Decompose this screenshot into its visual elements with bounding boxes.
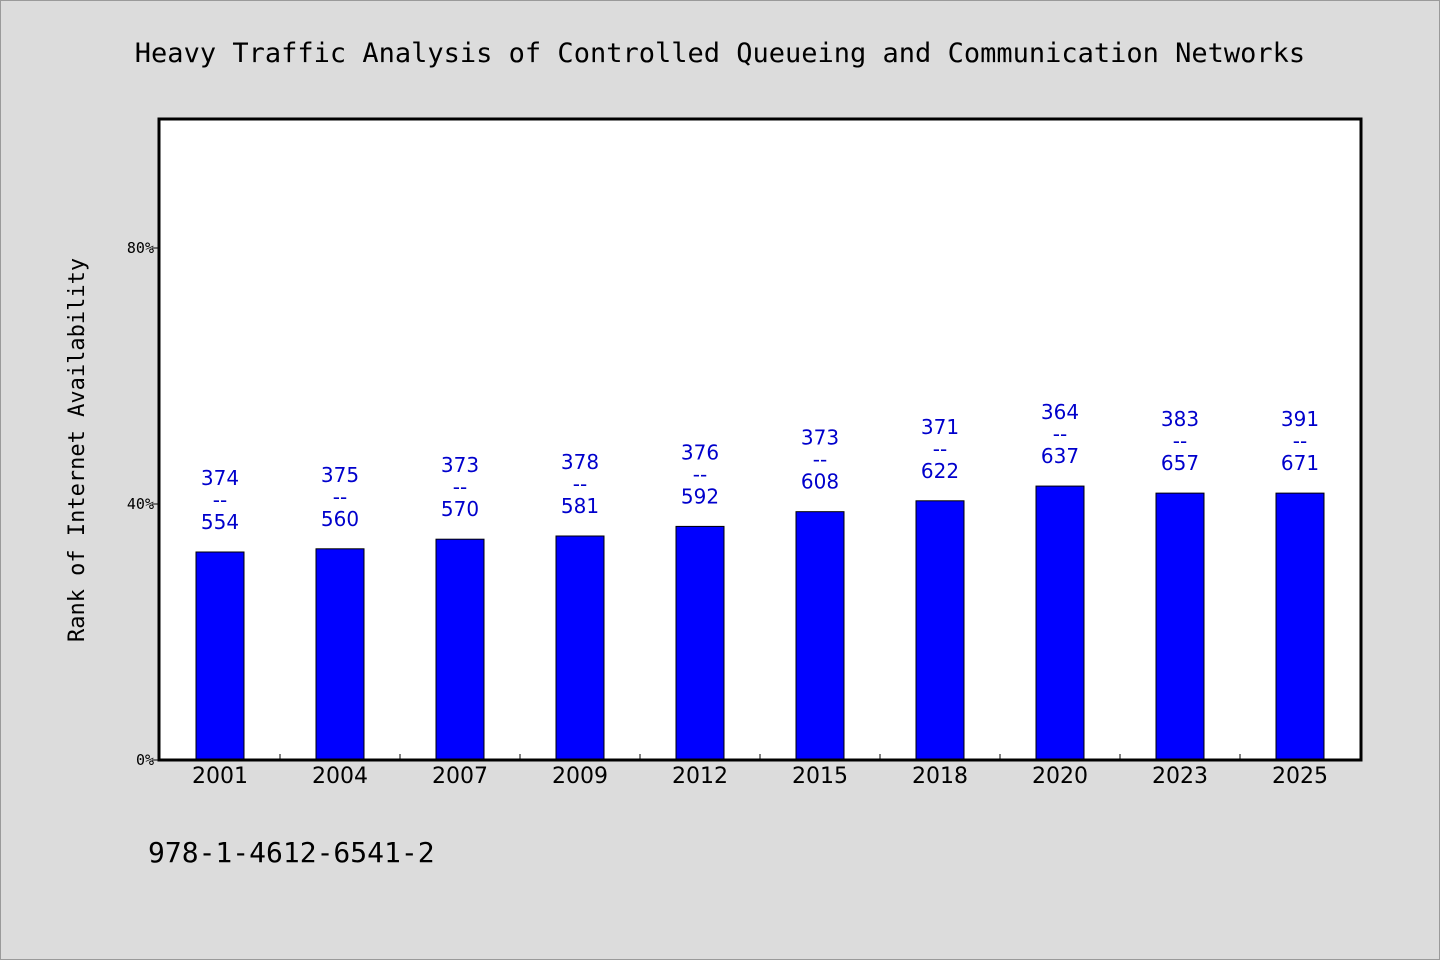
bar-2025: [1275, 492, 1325, 761]
data-label-sep-2012: --: [693, 462, 707, 486]
isbn-footer: 978-1-4612-6541-2: [148, 836, 435, 869]
data-label-bottom-2009: 581: [561, 494, 599, 518]
data-label-sep-2001: --: [213, 488, 227, 512]
data-label-bottom-2018: 622: [921, 459, 959, 483]
data-label-sep-2007: --: [453, 475, 467, 499]
data-label-top-2007: 373: [441, 453, 479, 477]
data-label-bottom-2012: 592: [681, 484, 719, 508]
data-label-bottom-2007: 570: [441, 497, 479, 521]
x-tick-label-2001: 2001: [192, 764, 248, 789]
x-tick-label-2009: 2009: [552, 764, 608, 789]
data-label-bottom-2015: 608: [801, 470, 839, 494]
bar-2018: [915, 500, 965, 761]
data-label-top-2001: 374: [201, 466, 239, 490]
data-label-top-2015: 373: [801, 426, 839, 450]
data-label-sep-2025: --: [1293, 429, 1307, 453]
bars-group: [195, 485, 1325, 761]
data-label-bottom-2004: 560: [321, 507, 359, 531]
data-label-bottom-2025: 671: [1281, 451, 1319, 475]
data-label-bottom-2001: 554: [201, 510, 239, 534]
x-tick-label-2007: 2007: [432, 764, 488, 789]
data-label-top-2018: 371: [921, 415, 959, 439]
data-label-top-2025: 391: [1281, 407, 1319, 431]
data-label-sep-2020: --: [1053, 422, 1067, 446]
data-label-top-2012: 376: [681, 440, 719, 464]
y-axis-ticks: 0% 40% 80%: [127, 239, 160, 769]
x-tick-label-2015: 2015: [792, 764, 848, 789]
x-tick-label-2012: 2012: [672, 764, 728, 789]
x-axis-ticks: 2001 2004 2007 2009 2012 2015 2018 2020 2023 2025: [192, 754, 1328, 789]
bar-2012: [675, 525, 725, 761]
data-label-sep-2015: --: [813, 448, 827, 472]
bar-2020: [1035, 485, 1085, 761]
y-axis-label: Rank of Internet Availability: [65, 258, 90, 642]
y-tick-label: 40%: [127, 495, 154, 513]
data-label-top-2023: 383: [1161, 407, 1199, 431]
bar-2007: [435, 538, 485, 761]
x-tick-label-2020: 2020: [1032, 764, 1088, 789]
data-label-bottom-2020: 637: [1041, 444, 1079, 468]
data-label-top-2009: 378: [561, 450, 599, 474]
chart-title: Heavy Traffic Analysis of Controlled Que…: [135, 38, 1305, 69]
data-label-bottom-2023: 657: [1161, 451, 1199, 475]
data-label-top-2004: 375: [321, 463, 359, 487]
data-label-sep-2009: --: [573, 472, 587, 496]
bar-2009: [555, 535, 605, 761]
x-tick-label-2023: 2023: [1152, 764, 1208, 789]
bar-2023: [1155, 492, 1205, 761]
data-label-sep-2018: --: [933, 437, 947, 461]
data-label-top-2020: 364: [1041, 400, 1079, 424]
x-tick-label-2018: 2018: [912, 764, 968, 789]
x-tick-label-2025: 2025: [1272, 764, 1328, 789]
bar-2001: [195, 551, 245, 761]
y-tick-label: 0%: [136, 751, 154, 769]
plot-border: [157, 117, 1363, 762]
data-label-sep-2004: --: [333, 485, 347, 509]
y-tick-label: 80%: [127, 239, 154, 257]
x-tick-label-2004: 2004: [312, 764, 368, 789]
bar-2004: [315, 548, 365, 761]
data-labels-group: 374--554375--560373--570378--581376--592…: [201, 400, 1319, 534]
data-label-sep-2023: --: [1173, 429, 1187, 453]
bar-2015: [795, 511, 845, 761]
